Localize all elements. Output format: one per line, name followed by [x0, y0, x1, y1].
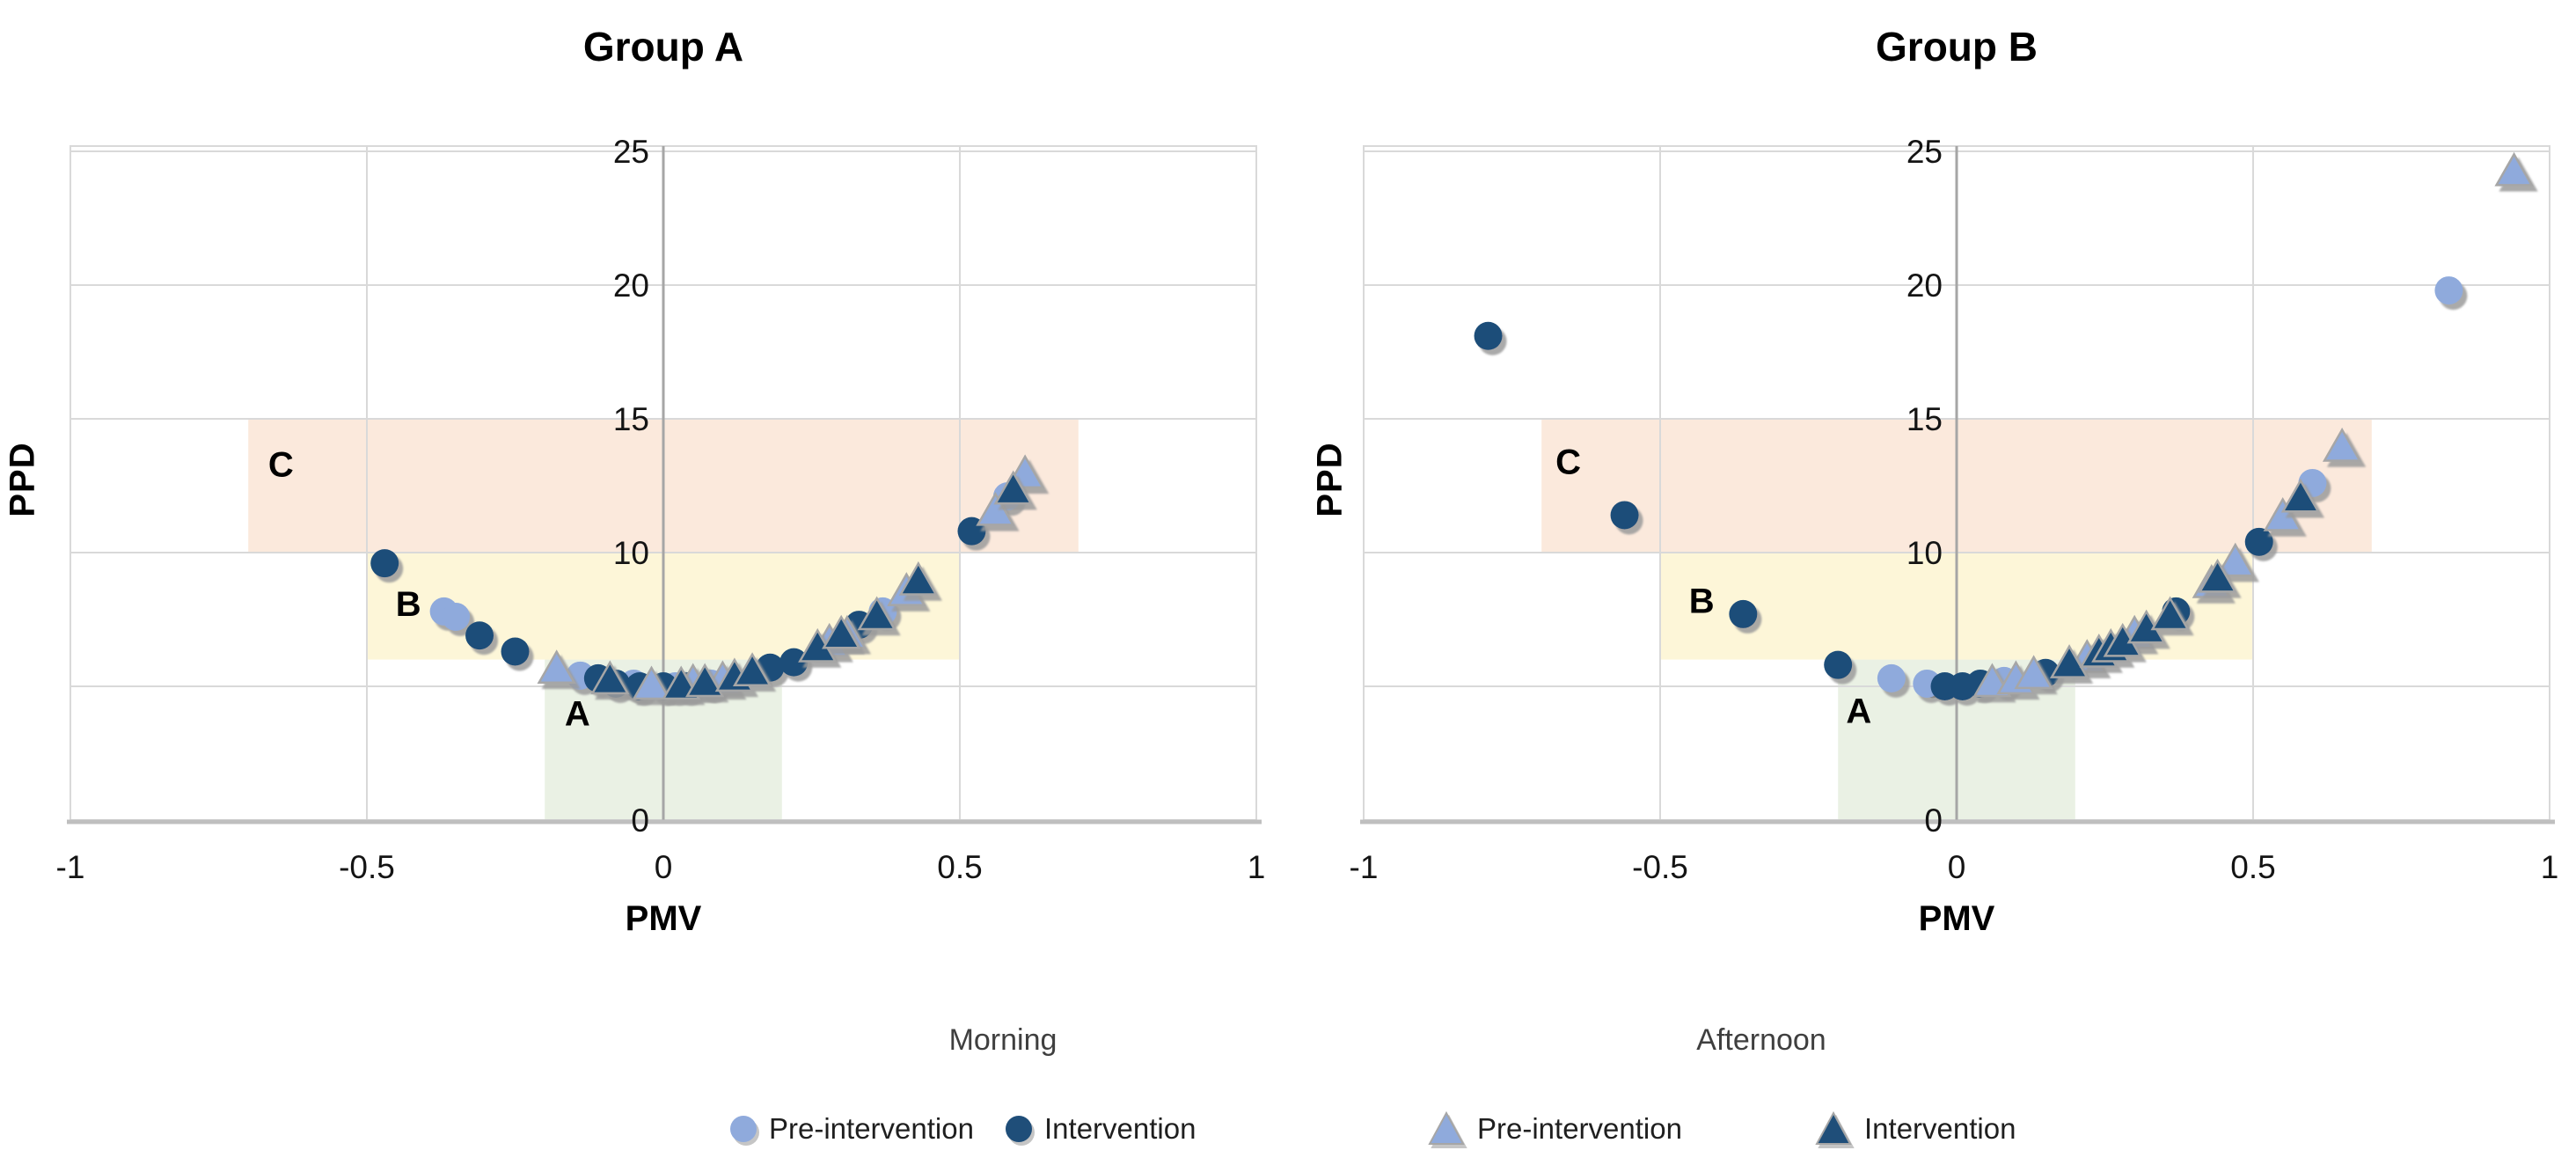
svg-text:A: A — [1846, 692, 1871, 730]
chart-b-x-axis-title: PMV — [1918, 899, 1995, 938]
svg-text:-0.5: -0.5 — [339, 849, 395, 885]
svg-text:0.5: 0.5 — [937, 849, 982, 885]
chart-a-title: Group A — [582, 24, 744, 70]
svg-text:B: B — [396, 585, 421, 624]
svg-text:C: C — [268, 446, 294, 485]
svg-text:15: 15 — [1906, 401, 1943, 437]
svg-text:1: 1 — [1248, 849, 1266, 885]
svg-text:B: B — [1689, 582, 1715, 621]
svg-text:-0.5: -0.5 — [1632, 849, 1688, 885]
legend-label: Pre-intervention — [769, 1112, 974, 1145]
svg-text:20: 20 — [1906, 267, 1943, 304]
svg-text:25: 25 — [613, 134, 649, 170]
chart-b-plot-area: ABC0510152025-1-0.500.51 — [1350, 134, 2559, 885]
svg-text:A: A — [565, 694, 590, 733]
legend-item-morning-pre-intervention: Pre-intervention — [728, 1109, 974, 1149]
legend-label: Intervention — [1864, 1112, 2016, 1145]
legend-afternoon-title: Afternoon — [1696, 1023, 1826, 1057]
svg-text:1: 1 — [2541, 849, 2559, 885]
circle-intervention-icon — [1006, 1116, 1032, 1142]
zone-labels: A B C — [1555, 443, 1871, 731]
svg-text:0: 0 — [1948, 849, 1966, 885]
series-afternoon-intervention — [2049, 478, 2321, 678]
legend-label: Pre-intervention — [1477, 1112, 1682, 1145]
legend-item-afternoon-pre-intervention: Pre-intervention — [1426, 1109, 1682, 1149]
svg-text:10: 10 — [613, 535, 649, 571]
chart-a-y-axis-title: PPD — [3, 442, 42, 517]
series-morning-intervention — [1474, 321, 2273, 700]
chart-a-plot-area: ABC0510152025-1-0.500.51 — [56, 134, 1266, 885]
legend-morning-title: Morning — [948, 1023, 1057, 1057]
triangle-pre-intervention-icon — [1428, 1110, 1465, 1145]
svg-text:20: 20 — [613, 267, 649, 304]
y-tick-labels: 0510152025 — [1906, 134, 1943, 839]
svg-text:-1: -1 — [56, 849, 85, 885]
chart-a-x-axis-title: PMV — [625, 899, 702, 938]
svg-text:0.5: 0.5 — [2230, 849, 2275, 885]
legend-item-afternoon-intervention: Intervention — [1813, 1109, 2016, 1149]
svg-text:C: C — [1555, 443, 1581, 482]
x-tick-labels: -1 -0.5 0 0.5 1 — [56, 849, 1266, 885]
svg-text:10: 10 — [1906, 535, 1943, 571]
legend-item-morning-intervention: Intervention — [1004, 1109, 1196, 1149]
chart-b-y-axis-title: PPD — [1310, 442, 1350, 517]
triangle-intervention-icon — [1815, 1110, 1852, 1145]
circle-pre-intervention-icon — [730, 1116, 757, 1142]
svg-text:0: 0 — [655, 849, 673, 885]
legend-label: Intervention — [1044, 1112, 1197, 1145]
axis-lines — [1360, 146, 2555, 824]
axis-lines — [67, 146, 1262, 824]
svg-text:0: 0 — [631, 802, 649, 839]
svg-text:-1: -1 — [1350, 849, 1379, 885]
series-afternoon-intervention — [590, 470, 1033, 700]
svg-text:15: 15 — [613, 401, 649, 437]
chart-b-title: Group B — [1876, 24, 2038, 70]
svg-text:0: 0 — [1924, 802, 1943, 839]
svg-text:25: 25 — [1906, 134, 1943, 170]
x-tick-labels: -1 -0.5 0 0.5 1 — [1350, 849, 2559, 885]
zone-labels: A B C — [268, 446, 590, 734]
